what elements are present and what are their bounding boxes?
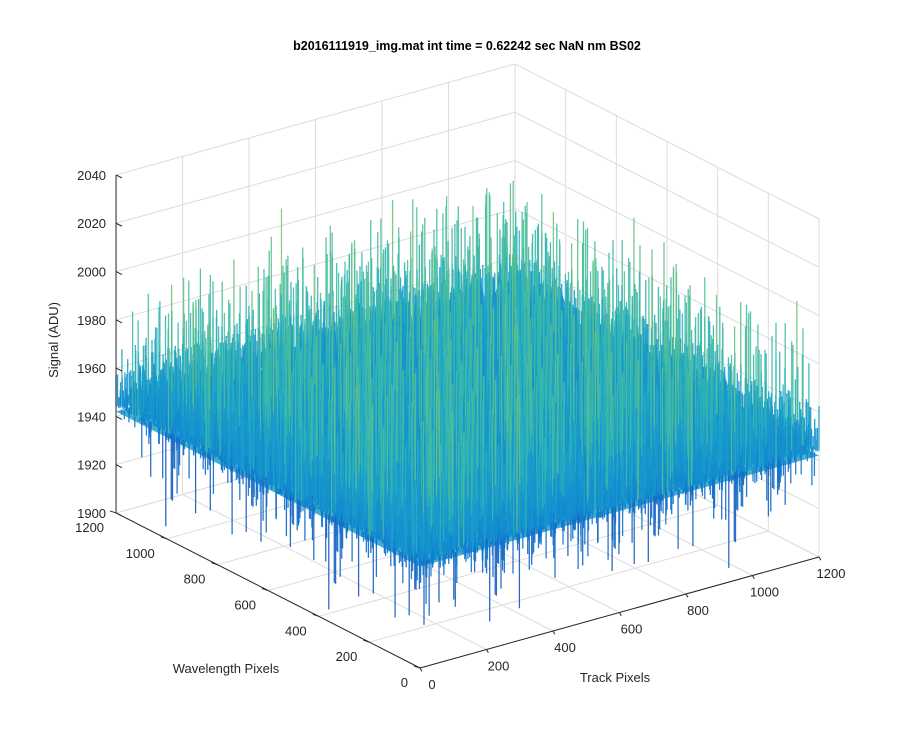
z-tick-label: 1920 [77, 458, 106, 473]
x-tick-label: 1000 [750, 585, 779, 600]
x-tick-label: 800 [687, 603, 709, 618]
z-tick-mark [115, 174, 123, 179]
x-axis-label: Track Pixels [580, 670, 651, 685]
side-wall-grid-z [514, 63, 820, 220]
x-tick-mark [685, 593, 689, 598]
y-tick-label: 1000 [126, 546, 155, 561]
y-tick-label: 0 [401, 675, 408, 690]
y-tick-mark [261, 588, 269, 591]
back-wall-grid-z [115, 63, 516, 176]
z-tick-label: 2000 [77, 265, 106, 280]
y-tick-mark [211, 562, 218, 566]
y-tick-label: 800 [184, 572, 206, 587]
z-tick-label: 1960 [77, 361, 106, 376]
y-tick-mark [312, 613, 319, 617]
z-tick-mark [115, 271, 123, 275]
side-wall-grid-z [514, 160, 820, 317]
side-wall-grid-z [514, 111, 820, 268]
back-wall-grid-z [115, 208, 516, 321]
z-tick-label: 2040 [77, 168, 106, 183]
x-tick-label: 400 [554, 640, 576, 655]
y-tick-mark [413, 665, 421, 669]
z-tick-label: 1940 [77, 409, 106, 424]
x-tick-mark [486, 649, 489, 654]
x-tick-label: 0 [428, 677, 435, 692]
z-tick-mark [115, 512, 123, 517]
surface-mesh [115, 180, 820, 625]
x-tick-mark [619, 612, 622, 617]
back-wall-grid-z [115, 160, 516, 273]
z-axis-label: Signal (ADU) [46, 302, 61, 378]
y-tick-label: 200 [336, 649, 358, 664]
y-tick-label: 1200 [75, 520, 104, 535]
y-tick-mark [109, 510, 117, 514]
z-tick-mark [115, 464, 123, 469]
x-tick-mark [818, 556, 822, 561]
z-tick-label: 1900 [77, 506, 106, 521]
z-tick-mark [115, 367, 123, 372]
z-tick-label: 2020 [77, 216, 106, 231]
x-tick-mark [752, 575, 755, 580]
y-tick-mark [363, 639, 370, 643]
x-tick-label: 200 [488, 659, 510, 674]
back-wall-grid-z [115, 111, 516, 224]
y-axis-label: Wavelength Pixels [173, 661, 280, 676]
x-tick-label: 1200 [817, 566, 846, 581]
z-tick-mark [115, 415, 123, 420]
y-tick-mark [160, 536, 167, 540]
x-tick-label: 600 [621, 622, 643, 637]
z-tick-mark [115, 319, 123, 324]
z-tick-label: 1980 [77, 313, 106, 328]
floor-grid-y [369, 530, 769, 643]
z-tick-mark [115, 222, 123, 227]
axes [109, 174, 822, 672]
x-tick-mark [552, 630, 556, 635]
y-tick-label: 600 [234, 597, 256, 612]
chart-title: b2016111919_img.mat int time = 0.62242 s… [293, 39, 641, 53]
floor-grid-y [318, 504, 718, 617]
x-tick-mark [419, 667, 423, 672]
y-tick-label: 400 [285, 623, 307, 638]
tick-labels: 0 200 400 600 800 1000 1200 0 200 400 600 800 1000 12… [75, 168, 845, 692]
